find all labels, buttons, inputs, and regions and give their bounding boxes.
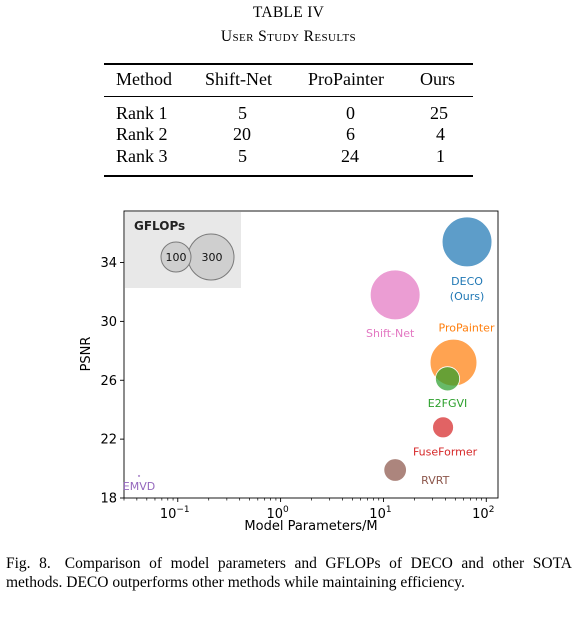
table-cell: 5 [238,103,247,123]
point-label-emvd: EMVD [123,480,155,493]
point-label-fuseformer: FuseFormer [413,445,478,458]
x-tick-label: 100 [266,505,289,522]
point-label-deco: DECO (Ours) [450,275,484,303]
table-cell: 25 [430,103,448,123]
table-subtitle: User Study Results [220,28,357,45]
point-label-shift-net: Shift-Net [366,327,415,340]
figure-caption: Fig. 8. Comparison of model parameters an… [6,554,572,592]
table-cell: 0 [346,103,355,123]
row-label: Rank 3 [116,146,168,166]
y-tick-label: 26 [100,374,117,389]
table-header-rule [104,96,473,97]
x-axis-label: Model Parameters/M [244,519,377,534]
header-shift-net: Shift-Net [205,69,272,89]
table-cell: 20 [233,124,251,144]
table-cell: 5 [238,146,247,166]
y-tick-label: 30 [100,315,117,330]
y-tick-label: 18 [100,492,117,507]
point-label-e2fgvi: E2FGVI [428,397,468,410]
bubble-e2fgvi [435,366,461,392]
y-tick-label: 22 [100,433,117,448]
legend-label-300: 300 [202,251,223,264]
bubble-emvd [137,474,141,478]
legend-label-100: 100 [166,251,187,264]
x-tick-label: 10−1 [160,505,190,522]
bubble-shift-net [369,269,421,321]
table-cell: 4 [436,124,445,144]
table-bottom-rule [104,175,473,177]
row-label: Rank 1 [116,103,168,123]
point-label-rvrt: RVRT [421,474,449,487]
point-label-propainter: ProPainter [439,322,495,335]
header-method: Method [116,69,172,89]
x-tick-label: 101 [369,505,391,522]
table-cell: 6 [346,124,355,144]
legend-title: GFLOPs [134,219,185,233]
bubble-chart: 18 22 26 30 34 10−1 100 101 102 EMVD Shift-Net DEC… [79,210,499,534]
header-ours: Ours [420,69,455,89]
caption-label: Fig. 8. [6,555,51,572]
y-axis-label: PSNR [79,337,94,372]
header-propainter: ProPainter [308,69,384,89]
table-cell: 24 [341,146,359,166]
bubble-deco [441,216,493,268]
caption-text: Comparison of model parameters and GFLOP… [6,555,572,591]
legend-bubble-100 [160,241,192,273]
x-tick-label: 102 [472,505,494,522]
y-tick-label: 34 [100,256,117,271]
table-top-rule [104,63,473,65]
bubble-rvrt [383,458,407,482]
table-title: TABLE IV [252,4,325,21]
bubble-fuseformer [432,416,454,439]
row-label: Rank 2 [116,124,168,144]
table-cell: 1 [436,146,445,166]
